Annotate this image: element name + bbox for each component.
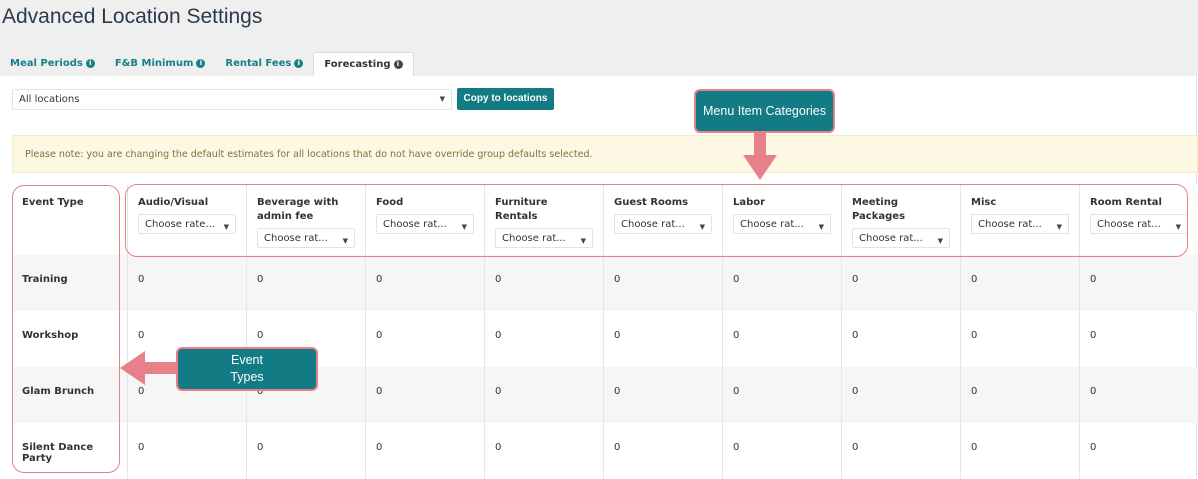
event-types-callout: Event Types: [176, 347, 318, 391]
arrow-left-icon: [120, 351, 178, 385]
arrow-down-icon: [743, 133, 777, 180]
menu-items-callout: Menu Item Categories: [694, 89, 835, 133]
